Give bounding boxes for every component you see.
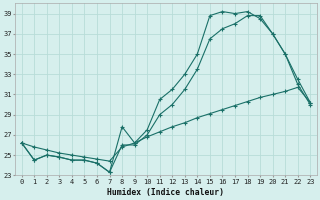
X-axis label: Humidex (Indice chaleur): Humidex (Indice chaleur) xyxy=(108,188,225,197)
